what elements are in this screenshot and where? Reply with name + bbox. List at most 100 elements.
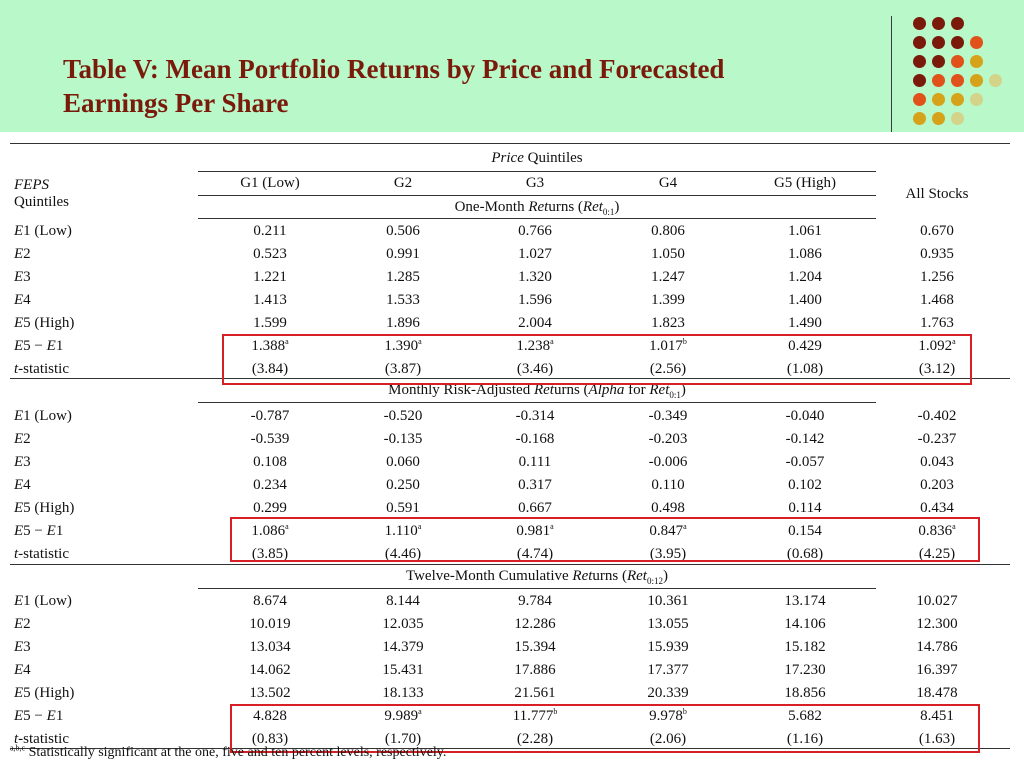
table-cell: 0.108 [253, 454, 287, 470]
table-cell: -0.057 [785, 454, 825, 470]
table-cell: 18.133 [382, 685, 424, 701]
table-cell: 0.299 [253, 500, 287, 516]
caption-subscript: 0:1 [669, 390, 681, 400]
table-cell: 0.670 [920, 223, 954, 239]
section-caption: Monthly Risk-Adjusted Returns (Alpha for… [388, 382, 686, 400]
row-label: E3 [14, 454, 31, 470]
table-cell: 1.238a [516, 337, 554, 355]
table-cell: 13.174 [784, 593, 826, 609]
table-cell: 1.027 [518, 246, 552, 262]
table-cell: -0.040 [785, 408, 825, 424]
table-cell: 18.856 [784, 685, 826, 701]
table-cell: 0.043 [920, 454, 954, 470]
table-cell: 2.004 [518, 315, 552, 331]
section-caption: Twelve-Month Cumulative Returns (Ret0:12… [405, 568, 668, 586]
table-cell: 0.836a [918, 522, 956, 540]
table-cell: 21.561 [514, 685, 556, 701]
row-label: E5 − E1 [14, 338, 64, 354]
table-cell: -0.142 [785, 431, 825, 447]
table-cell: 1.086 [788, 246, 822, 262]
table-cell: 15.182 [784, 639, 826, 655]
row-label: E1 (Low) [14, 408, 72, 424]
significance-marker: a [952, 522, 956, 531]
quintiles-label: Quintiles [14, 194, 69, 210]
table-cell: 18.478 [916, 685, 958, 701]
table-cell: 1.086a [251, 522, 289, 540]
table-cell: 1.256 [920, 269, 954, 285]
table-cell: 1.399 [651, 292, 685, 308]
table-cell: (3.87) [384, 361, 422, 377]
table-cell: (0.83) [251, 731, 289, 747]
caption-subscript: 0:12 [646, 576, 663, 586]
table-cell: 0.434 [920, 500, 954, 516]
significance-marker: a [285, 337, 289, 346]
table-cell: 1.490 [788, 315, 822, 331]
slide-header [0, 0, 1024, 132]
title-line-2: Earnings Per Share [63, 88, 289, 118]
table-cell: 1.388a [251, 337, 289, 355]
row-label: E4 [14, 477, 31, 493]
table-cell: 0.429 [788, 338, 822, 354]
section-caption-rule [198, 402, 876, 403]
section-top-rule [10, 564, 1010, 565]
row-label: E5 − E1 [14, 708, 64, 724]
table-cell: -0.237 [917, 431, 957, 447]
table-cell: 1.413 [253, 292, 287, 308]
table-cell: 13.055 [647, 616, 689, 632]
column-header: G5 (High) [773, 175, 837, 191]
slide-title: Table V: Mean Portfolio Returns by Price… [63, 52, 863, 120]
decorative-divider [891, 16, 892, 132]
row-label: E3 [14, 639, 31, 655]
significance-marker: a [285, 522, 289, 531]
table-cell: 10.361 [647, 593, 689, 609]
footnote-text: Statistically significant at the one, fi… [25, 745, 447, 760]
table-cell: 20.339 [647, 685, 689, 701]
significance-marker: a [952, 337, 956, 346]
table-cell: 0.203 [920, 477, 954, 493]
row-label: E2 [14, 246, 31, 262]
table-cell: 1.221 [253, 269, 287, 285]
significance-marker: a [550, 522, 554, 531]
column-header: G3 [525, 175, 545, 191]
row-label: E1 (Low) [14, 223, 72, 239]
table-cell: 0.935 [920, 246, 954, 262]
table-top-rule [10, 143, 1010, 144]
table-cell: 10.019 [249, 616, 291, 632]
caption-rule [198, 218, 876, 219]
table-cell: 13.034 [249, 639, 291, 655]
price-header-italic: Price [491, 150, 524, 166]
significance-marker: a [417, 522, 422, 531]
title-line-1: Table V: Mean Portfolio Returns by Price… [63, 54, 725, 84]
table-cell: 5.682 [788, 708, 822, 724]
table-cell: 15.394 [514, 639, 556, 655]
returns-table [0, 132, 1024, 768]
table-cell: 0.154 [788, 523, 822, 539]
table-cell: (1.16) [786, 731, 824, 747]
significance-marker: b [553, 707, 558, 716]
table-cell: 1.596 [518, 292, 552, 308]
price-header-rest: Quintiles [523, 150, 583, 166]
table-cell: -0.135 [383, 431, 423, 447]
table-cell: 0.591 [386, 500, 420, 516]
row-label: E5 (High) [14, 685, 75, 701]
table-cell: 0.806 [651, 223, 685, 239]
table-cell: 4.828 [253, 708, 287, 724]
table-cell: 1.390a [384, 337, 422, 355]
row-label: E5 (High) [14, 500, 75, 516]
table-cell: -0.349 [648, 408, 688, 424]
price-quintiles-header: Price Quintiles [198, 149, 876, 167]
table-cell: 1.763 [920, 315, 954, 331]
table-cell: (4.46) [384, 546, 422, 562]
significance-marker: a [683, 522, 687, 531]
column-header: All Stocks [905, 186, 969, 202]
table-cell: 0.523 [253, 246, 287, 262]
table-cell: 11.777b [512, 707, 558, 725]
table-cell: (2.28) [516, 731, 554, 747]
table-bottom-rule [10, 748, 1010, 749]
column-header-rule [198, 195, 876, 196]
row-label: E4 [14, 292, 31, 308]
table-cell: 0.847a [649, 522, 687, 540]
column-header: G2 [393, 175, 413, 191]
table-cell: 15.431 [382, 662, 424, 678]
table-cell: 1.468 [920, 292, 954, 308]
